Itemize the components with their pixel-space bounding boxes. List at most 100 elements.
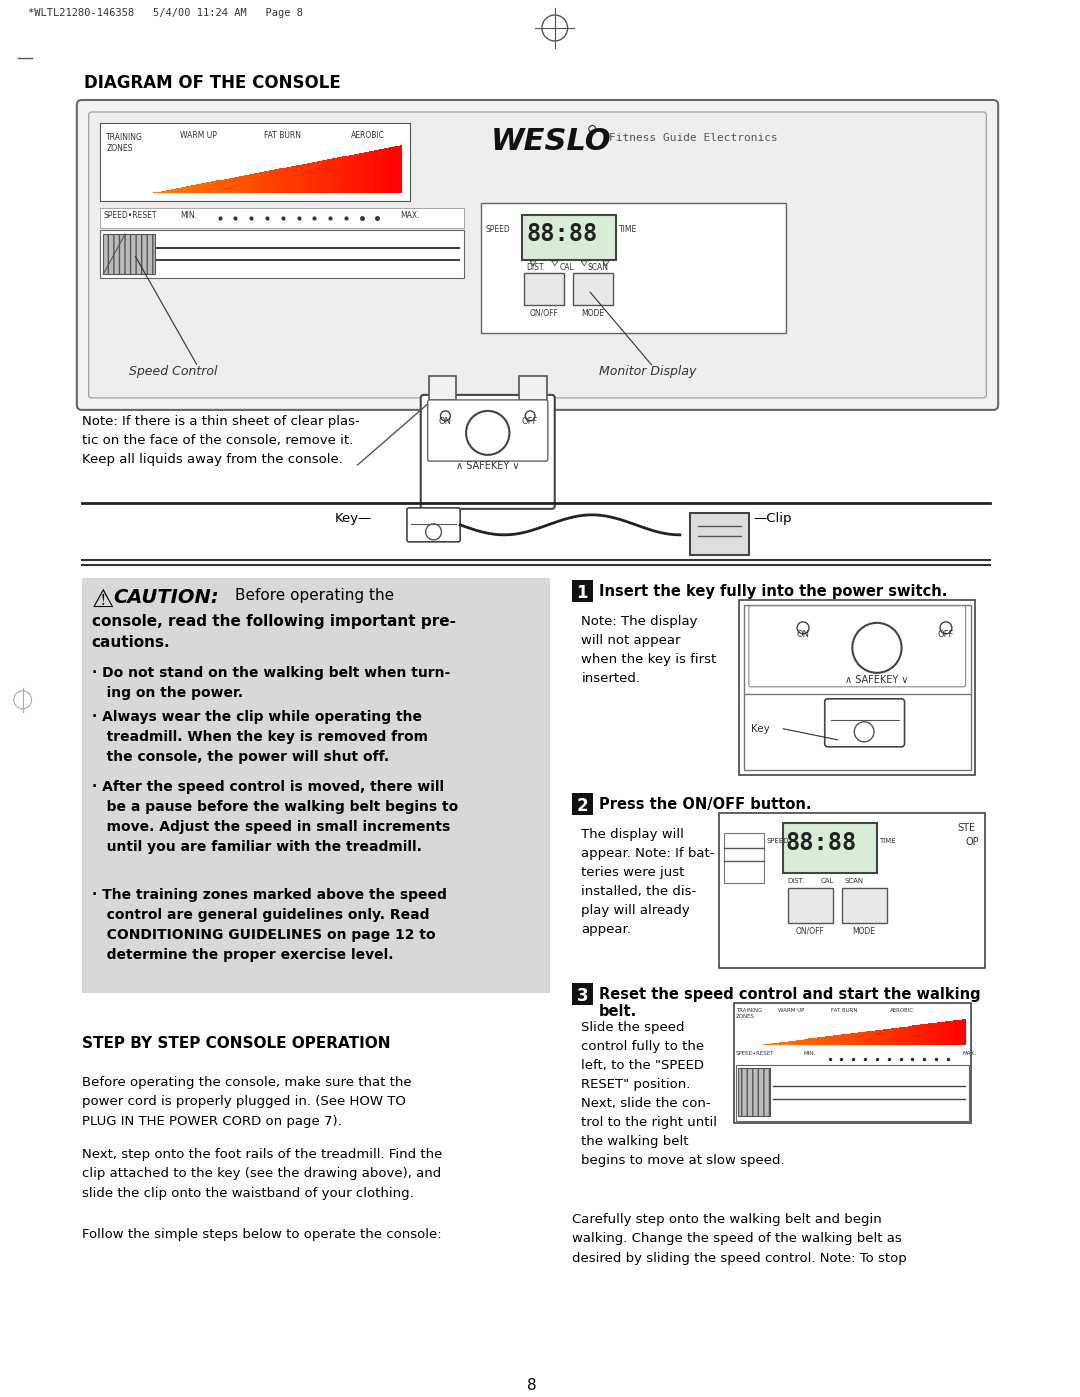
Bar xyxy=(282,168,284,193)
Text: WARM UP: WARM UP xyxy=(779,1007,805,1013)
Bar xyxy=(233,177,237,193)
Bar xyxy=(792,1041,796,1045)
Text: Slide the speed
control fully to the
left, to the "SPEED
RESET" position.
Next, : Slide the speed control fully to the lef… xyxy=(581,1021,785,1166)
Bar xyxy=(783,823,877,873)
Text: 88:88: 88:88 xyxy=(526,222,597,246)
Text: TIME: TIME xyxy=(879,838,895,844)
Bar xyxy=(369,151,372,193)
Text: CAUTION:: CAUTION: xyxy=(113,588,219,606)
Bar xyxy=(314,162,316,193)
Bar xyxy=(168,190,171,193)
Bar xyxy=(900,1027,904,1045)
Text: Next, step onto the foot rails of the treadmill. Find the
clip attached to the k: Next, step onto the foot rails of the tr… xyxy=(82,1148,442,1200)
Text: STEP BY STEP CONSOLE OPERATION: STEP BY STEP CONSOLE OPERATION xyxy=(82,1035,390,1051)
Text: · The training zones marked above the speed
   control are general guidelines on: · The training zones marked above the sp… xyxy=(92,887,446,963)
Bar xyxy=(375,151,377,193)
Bar xyxy=(82,578,550,993)
Bar xyxy=(248,175,252,193)
Bar xyxy=(805,1039,808,1045)
Bar xyxy=(887,1028,891,1045)
Bar xyxy=(354,154,356,193)
Bar xyxy=(226,179,229,193)
Text: CAL: CAL xyxy=(559,263,575,272)
Bar xyxy=(319,161,322,193)
Bar xyxy=(932,1023,936,1045)
Bar xyxy=(203,183,206,193)
Bar xyxy=(274,169,276,193)
Bar xyxy=(945,1021,949,1045)
Bar xyxy=(429,376,456,400)
Text: Carefully step onto the walking belt and begin
walking. Change the speed of the : Carefully step onto the walking belt and… xyxy=(571,1213,906,1264)
Bar xyxy=(176,189,178,193)
Bar xyxy=(367,152,369,193)
Bar xyxy=(941,1021,945,1045)
Bar xyxy=(854,1032,858,1045)
Bar xyxy=(842,887,887,923)
Bar xyxy=(929,1024,932,1045)
Bar xyxy=(231,177,233,193)
Bar xyxy=(379,149,382,193)
Bar xyxy=(862,1032,866,1045)
Text: DIST.: DIST. xyxy=(787,877,805,884)
Bar xyxy=(271,170,274,193)
Bar xyxy=(276,169,279,193)
Bar xyxy=(244,175,246,193)
Bar xyxy=(307,163,309,193)
Bar xyxy=(738,1067,770,1116)
Bar xyxy=(334,158,337,193)
Bar xyxy=(870,1031,875,1045)
Bar xyxy=(808,1038,812,1045)
Bar xyxy=(725,833,764,883)
Text: SPEED•RESET: SPEED•RESET xyxy=(104,211,157,219)
Bar xyxy=(916,1025,920,1045)
Bar xyxy=(337,158,339,193)
Text: Follow the simple steps below to operate the console:: Follow the simple steps below to operate… xyxy=(82,1228,442,1241)
Text: Key—: Key— xyxy=(335,511,373,525)
Bar xyxy=(352,155,354,193)
Bar xyxy=(99,231,464,278)
Bar xyxy=(191,186,193,193)
Text: SCAN: SCAN xyxy=(588,263,608,272)
Bar xyxy=(178,187,181,193)
Bar xyxy=(961,1020,966,1045)
Text: ON/OFF: ON/OFF xyxy=(529,309,558,319)
Text: 2: 2 xyxy=(577,796,589,814)
Bar xyxy=(341,156,345,193)
Text: Note: If there is a thin sheet of clear plas-
tic on the face of the console, re: Note: If there is a thin sheet of clear … xyxy=(82,415,360,465)
Bar xyxy=(322,161,324,193)
Bar xyxy=(329,159,332,193)
Text: ON: ON xyxy=(438,416,451,426)
Bar xyxy=(324,159,326,193)
Bar xyxy=(734,1003,971,1123)
Bar xyxy=(384,148,387,193)
Bar xyxy=(301,165,305,193)
Bar xyxy=(387,148,390,193)
Bar xyxy=(858,1032,862,1045)
Bar xyxy=(99,208,464,228)
Bar xyxy=(364,152,367,193)
Bar xyxy=(208,182,211,193)
Bar xyxy=(787,1041,792,1045)
Bar xyxy=(166,190,168,193)
Bar xyxy=(744,605,971,696)
Bar xyxy=(104,233,154,274)
Text: ON/OFF: ON/OFF xyxy=(796,926,824,936)
Bar xyxy=(846,1034,850,1045)
Text: Speed Control: Speed Control xyxy=(130,365,217,379)
Bar xyxy=(816,1038,821,1045)
Bar xyxy=(297,165,299,193)
Text: The display will
appear. Note: If bat-
teries were just
installed, the dis-
play: The display will appear. Note: If bat- t… xyxy=(581,828,715,936)
Text: Fitness Guide Electronics: Fitness Guide Electronics xyxy=(609,133,778,142)
Bar xyxy=(771,1044,775,1045)
Bar xyxy=(294,166,297,193)
Bar xyxy=(875,1030,879,1045)
Text: 8: 8 xyxy=(527,1377,537,1393)
Bar xyxy=(573,272,612,305)
Bar xyxy=(161,191,163,193)
Text: Before operating the console, make sure that the
power cord is properly plugged : Before operating the console, make sure … xyxy=(82,1076,411,1127)
Bar xyxy=(326,159,329,193)
Text: Key: Key xyxy=(751,724,770,733)
Bar xyxy=(837,1035,841,1045)
Text: ON: ON xyxy=(797,630,810,638)
Bar xyxy=(259,172,261,193)
